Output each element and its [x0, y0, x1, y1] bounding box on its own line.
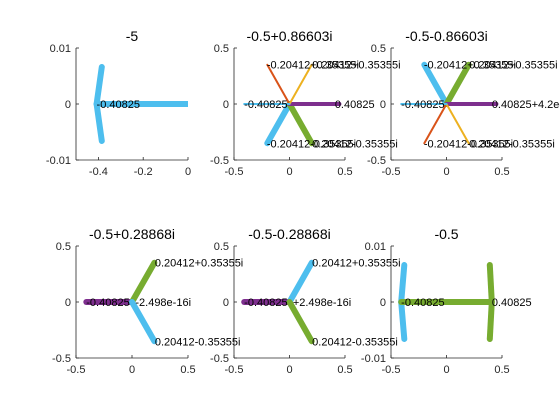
x-tick-label: -0.5 [67, 364, 86, 376]
y-tick-label: 0 [380, 297, 386, 309]
x-tick-label: -0.2 [134, 166, 153, 178]
y-tick-label: -0.5 [367, 155, 386, 167]
data-label: -0.20412+0.35355i [424, 59, 516, 71]
x-tick-label: 0.5 [494, 166, 509, 178]
plot-area [241, 259, 315, 345]
data-label: -0.40825 [244, 297, 287, 309]
data-label: 0.40825 [492, 297, 532, 309]
y-tick-label: 0.01 [365, 241, 386, 253]
series-line-2 [286, 101, 315, 147]
x-tick-label: 0 [129, 364, 135, 376]
data-label: -0.40825 [401, 99, 444, 111]
x-tick-label: -0.5 [225, 364, 244, 376]
y-tick-label: 0 [65, 99, 71, 111]
series-line-2 [443, 61, 472, 107]
subplot-2: -0.5+0.86603i -0.5 0 0.5 -0.5 0 0.5 -0.40825 0.4… [210, 28, 401, 178]
y-tick-label: 0.5 [371, 43, 386, 55]
x-tick-label: -0.4 [89, 166, 108, 178]
data-label: 0.20412-0.35355i [469, 139, 555, 151]
data-label: 0.20412-0.35355i [312, 337, 398, 349]
series-line-5 [288, 63, 313, 105]
data-label: 0.40825 [335, 99, 375, 111]
series-line-3 [286, 299, 315, 345]
series-line-1 [398, 262, 408, 305]
chart-title: -0.5+0.86603i [246, 28, 332, 44]
subplot-6: -0.5 -0.5 0 0.5 -0.01 0 0.01 -0.40825 0.40825 [361, 226, 532, 376]
series-line-1 [264, 101, 293, 147]
chart-title: -0.5-0.86603i [405, 28, 488, 44]
chart-title: -0.5-0.28868i [248, 226, 331, 242]
x-tick-label: 0 [443, 166, 449, 178]
chart-title: -0.5 [434, 226, 458, 242]
y-tick-label: -0.01 [361, 353, 386, 365]
data-label: 0.40825+4.2e-16i [492, 99, 560, 111]
plot-area [93, 64, 188, 144]
subplot-grid: -5-0.4 -0.2 0-0.0100.01-0.40825-0.5+0.8660… [46, 28, 560, 376]
y-tick-label: 0.5 [214, 241, 229, 253]
series-line-2 [398, 299, 408, 342]
x-tick-label: 0 [185, 166, 191, 178]
x-tick-label: -0.5 [382, 166, 401, 178]
series-line-3 [129, 299, 158, 345]
x-tick-label: 0.5 [180, 364, 195, 376]
data-label: -0.40825 [244, 99, 287, 111]
subplot-1: -5 -0.4 -0.2 0 -0.01 0 0.01 -0.40825 [46, 28, 191, 178]
data-label: 0.20412+0.35355i [312, 59, 400, 71]
y-tick-label: -0.5 [210, 353, 229, 365]
data-label: 0.20412+0.35355i [155, 257, 243, 269]
subplot-5: -0.5-0.28868i -0.5 0 0.5 -0.5 0 0.5 -0.40825 +2.… [210, 226, 401, 376]
data-label: 0.20412+0.35355i [469, 59, 557, 71]
x-tick-label: -0.5 [225, 166, 244, 178]
data-label: -0.20412+0.35355i [267, 59, 359, 71]
series-line-2 [286, 259, 315, 305]
x-tick-label: 0 [286, 166, 292, 178]
data-label: 0.20412-0.35355i [155, 337, 241, 349]
data-label: +2.498e-16i [293, 297, 351, 309]
plot-area [398, 262, 495, 342]
y-tick-label: 0 [380, 99, 386, 111]
data-label: -0.20412-0.35355i [267, 139, 356, 151]
y-tick-label: 0.5 [214, 43, 229, 55]
series-line-5 [486, 299, 495, 342]
y-tick-label: 0.01 [50, 43, 71, 55]
data-label: -0.40825 [86, 297, 129, 309]
plot-area [243, 63, 342, 147]
data-label: -0.20412-0.35355i [424, 139, 513, 151]
data-label: 0.20412-0.35355i [312, 139, 398, 151]
y-tick-label: 0 [223, 297, 229, 309]
data-label: -0.40825 [401, 297, 444, 309]
x-tick-label: 0.5 [337, 166, 352, 178]
plot-area [400, 61, 499, 145]
series-line-4 [266, 63, 291, 105]
x-tick-label: 0 [286, 364, 292, 376]
subplot-4: -0.5+0.28868i -0.5 0 0.5 -0.5 0 0.5 -0.40825 -2.… [52, 226, 243, 376]
y-tick-label: 0 [65, 297, 71, 309]
series-line-4 [423, 103, 448, 145]
series-line-2 [93, 64, 105, 107]
y-tick-label: 0.5 [56, 241, 71, 253]
y-tick-label: -0.01 [46, 155, 71, 167]
y-tick-label: -0.5 [210, 155, 229, 167]
x-tick-label: 0.5 [337, 364, 352, 376]
plot-area [83, 259, 158, 345]
data-label: 0.20412+0.35355i [312, 257, 400, 269]
series-line-1 [421, 61, 450, 107]
series-line-4 [486, 262, 495, 305]
series-line-5 [445, 103, 470, 145]
x-tick-label: -0.5 [382, 364, 401, 376]
data-label: -0.40825 [97, 99, 140, 111]
y-tick-label: 0 [223, 99, 229, 111]
data-label: -2.498e-16i [135, 297, 191, 309]
chart-title: -5 [126, 28, 139, 44]
series-line-2 [129, 259, 158, 305]
chart-title: -0.5+0.28868i [89, 226, 175, 242]
y-tick-label: -0.5 [52, 353, 71, 365]
x-tick-label: 0.5 [494, 364, 509, 376]
subplot-3: -0.5-0.86603i -0.5 0 0.5 -0.5 0 0.5 -0.40825 0.4… [367, 28, 560, 178]
series-line-3 [93, 101, 105, 144]
x-tick-label: 0 [443, 364, 449, 376]
